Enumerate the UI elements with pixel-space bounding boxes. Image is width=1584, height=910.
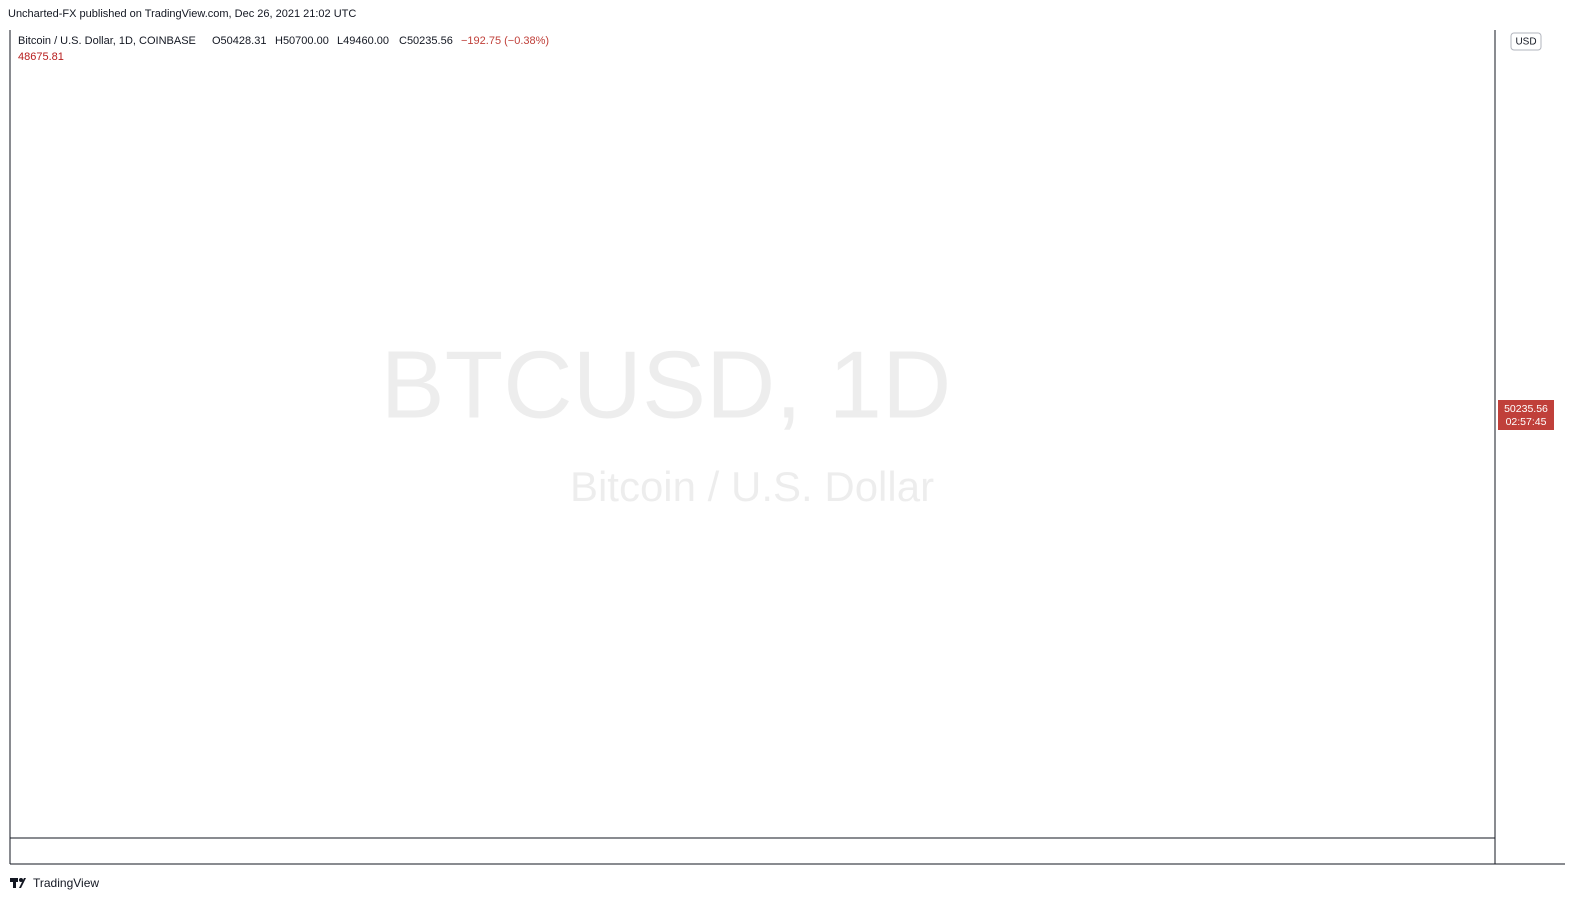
ma-value: 48675.81: [18, 51, 64, 63]
countdown: 02:57:45: [1506, 416, 1547, 428]
published-line: Uncharted-FX published on TradingView.co…: [8, 8, 356, 20]
currency-badge: [1510, 32, 1542, 51]
currency: USD: [1515, 37, 1536, 48]
brand-logo: [10, 878, 26, 888]
watermark: BTCUSD, 1D: [381, 331, 952, 438]
ohlc-close: C50235.56: [399, 35, 453, 47]
price-tag: [1498, 400, 1554, 430]
ohlc-open: O50428.31: [212, 35, 266, 47]
last-price: 50235.56: [1504, 403, 1548, 415]
brand: TradingView: [33, 876, 99, 890]
ohlc-high: H50700.00: [275, 35, 329, 47]
ohlc-low: L49460.00: [337, 35, 389, 47]
watermark-subtitle: Bitcoin / U.S. Dollar: [570, 463, 934, 510]
change: −192.75 (−0.38%): [461, 35, 549, 47]
symbol: Bitcoin / U.S. Dollar, 1D, COINBASE: [18, 35, 196, 47]
